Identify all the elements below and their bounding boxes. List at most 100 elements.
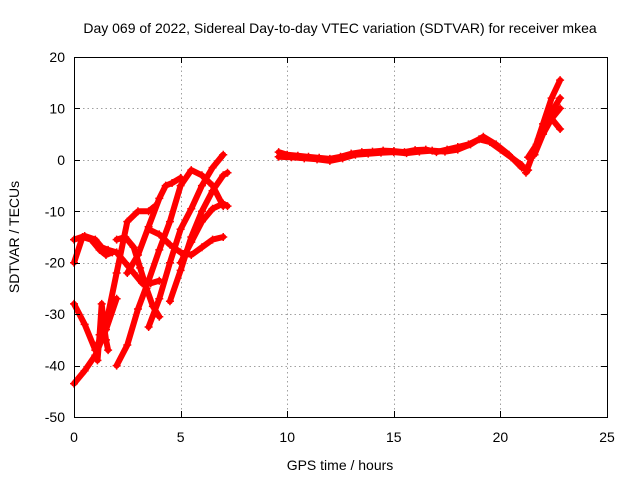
data-point: [389, 148, 398, 157]
data-point: [521, 168, 530, 177]
data-point: [121, 258, 130, 267]
series-group: [70, 76, 565, 388]
data-point: [197, 217, 206, 226]
y-tick-label: -40: [45, 358, 65, 374]
data-point: [541, 119, 550, 128]
x-tick-label: 15: [386, 429, 402, 445]
data-point: [479, 132, 488, 141]
data-point: [534, 135, 543, 144]
y-tick-label: -10: [45, 203, 65, 219]
data-point: [364, 149, 373, 158]
series-pass-12: [144, 225, 228, 259]
data-point: [176, 181, 185, 190]
series-pass-14: [274, 132, 533, 175]
data-point: [466, 140, 475, 149]
data-point: [155, 294, 164, 303]
data-point: [123, 217, 132, 226]
data-point: [219, 233, 228, 241]
data-point: [144, 323, 153, 331]
data-point: [223, 168, 232, 177]
data-point: [80, 366, 89, 375]
series-pass-11: [176, 199, 232, 267]
series-trace: [535, 115, 564, 143]
data-point: [187, 238, 196, 247]
data-point: [530, 150, 539, 159]
data-point: [402, 149, 411, 158]
data-point: [95, 330, 104, 339]
data-point: [428, 146, 437, 155]
chart-title: Day 069 of 2022, Sidereal Day-to-day VTE…: [83, 20, 596, 36]
data-point: [165, 240, 174, 249]
data-point: [219, 199, 228, 208]
data-point: [121, 233, 130, 241]
data-point: [97, 299, 106, 308]
data-point: [440, 147, 449, 156]
data-point: [556, 94, 565, 103]
data-point: [197, 243, 206, 252]
data-point: [112, 269, 121, 277]
y-tick-label: 20: [49, 49, 65, 65]
data-point: [208, 163, 217, 172]
data-point: [155, 245, 164, 254]
data-point: [300, 154, 309, 163]
data-point: [80, 320, 89, 329]
series-pass-05: [93, 299, 113, 365]
data-point: [556, 125, 565, 133]
data-point: [187, 251, 196, 259]
data-point: [155, 194, 164, 203]
data-point: [338, 154, 347, 163]
data-point: [176, 258, 185, 267]
series-trace: [145, 226, 227, 258]
x-tick-label: 0: [70, 429, 78, 445]
x-tick-label: 10: [279, 429, 295, 445]
data-point: [112, 248, 121, 257]
data-point: [101, 335, 110, 344]
data-point: [93, 356, 102, 365]
data-point: [80, 231, 89, 240]
data-point: [112, 361, 121, 370]
data-point: [313, 155, 322, 164]
series-pass-10: [165, 168, 232, 306]
data-point: [415, 147, 424, 156]
data-point: [325, 156, 334, 165]
y-tick-label: 0: [57, 152, 65, 168]
series-pass-09: [123, 173, 185, 277]
data-point: [287, 153, 296, 162]
data-point: [524, 153, 533, 162]
data-point: [129, 243, 138, 252]
y-tick-label: -20: [45, 255, 65, 271]
data-point: [208, 235, 217, 244]
series-pass-06: [112, 233, 164, 321]
data-point: [547, 94, 556, 103]
data-point: [504, 150, 513, 159]
x-tick-label: 20: [493, 429, 509, 445]
x-axis-label: GPS time / hours: [287, 457, 394, 473]
x-tick-labels: 0 5 10 15 20 25: [70, 429, 615, 445]
data-point: [144, 276, 153, 285]
x-tick-label: 5: [177, 429, 185, 445]
data-point: [377, 148, 386, 157]
data-point: [165, 297, 174, 306]
data-point: [133, 207, 142, 216]
data-point: [165, 217, 174, 226]
data-point: [219, 171, 228, 180]
data-point: [168, 179, 177, 187]
data-point: [187, 166, 196, 175]
data-point: [208, 186, 217, 195]
data-point: [144, 225, 153, 234]
data-point: [187, 204, 196, 213]
y-tick-label: -50: [45, 409, 65, 425]
y-tick-label: -30: [45, 306, 65, 322]
data-point: [556, 76, 565, 85]
data-point: [165, 258, 174, 267]
y-axis-label: SDTVAR / TECUs: [6, 181, 22, 293]
data-point: [517, 163, 526, 172]
data-point: [176, 173, 185, 182]
series-pass-08: [144, 150, 228, 331]
data-point: [91, 235, 100, 244]
data-point: [112, 235, 121, 244]
data-point: [155, 230, 164, 239]
series-trace: [145, 151, 227, 330]
data-point: [176, 266, 185, 275]
